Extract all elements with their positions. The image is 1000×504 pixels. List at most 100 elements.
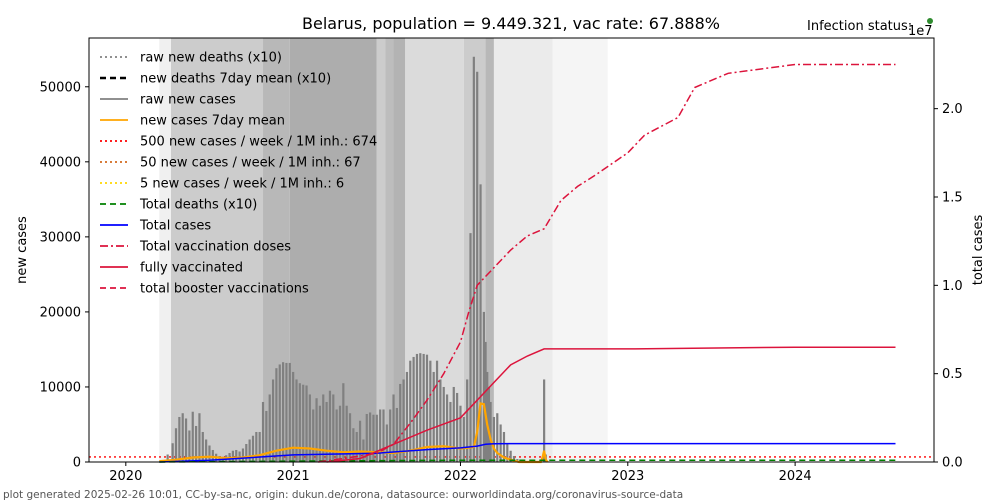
bar-raw-new-cases-76: [422, 353, 425, 462]
bar-raw-new-cases-50: [335, 409, 338, 462]
bar-raw-new-cases-1: [171, 443, 174, 462]
bar-raw-new-cases-66: [389, 409, 392, 462]
bar-raw-new-cases-64: [382, 409, 385, 462]
bar-raw-new-cases-2: [174, 428, 178, 462]
bar-raw-new-cases-29: [265, 410, 268, 462]
y-axis-left: 0 10000 20000 30000 40000 50000: [40, 80, 89, 471]
legend-label-4: 500 new cases / week / 1M inh.: 674: [140, 135, 377, 150]
bar-raw-new-cases-12: [208, 445, 211, 462]
bar-raw-new-cases-69: [399, 383, 402, 462]
bar-raw-new-cases-100: [496, 413, 499, 462]
y-left-tick-label-0: 0: [73, 456, 81, 471]
bar-raw-new-cases-95: [484, 341, 487, 462]
y-right-tick-label-1: 0.5: [942, 367, 963, 382]
bar-raw-new-cases-38: [295, 379, 298, 462]
bar-raw-new-cases-42: [308, 394, 311, 462]
legend-label-3: new cases 7day mean: [140, 114, 285, 129]
bar-raw-new-cases-85: [452, 386, 455, 462]
x-tick-label-2024: 2024: [779, 469, 812, 484]
legend-label-5: 50 new cases / week / 1M inh.: 67: [140, 156, 361, 171]
legend-label-6: 5 new cases / week / 1M inh.: 6: [140, 177, 344, 192]
infection-status-indicator: [927, 18, 933, 24]
bar-raw-new-cases-67: [392, 394, 395, 462]
status-band-3: [289, 38, 377, 462]
bar-raw-new-cases-22: [241, 448, 245, 462]
bar-raw-new-cases-79: [432, 371, 435, 462]
x-tick-label-2022: 2022: [444, 469, 477, 484]
line-total-vaccination-doses: [318, 63, 896, 463]
bar-raw-new-cases-90: [469, 233, 472, 462]
bar-raw-new-cases-55: [352, 428, 355, 462]
bar-raw-new-cases-92: [476, 71, 479, 463]
bar-raw-new-cases-3: [178, 416, 181, 462]
bar-raw-new-cases-49: [332, 394, 335, 462]
bar-raw-new-cases-75: [419, 353, 422, 462]
bar-raw-new-cases-0: [166, 454, 169, 462]
bar-raw-new-cases-43: [312, 409, 315, 462]
infection-status-label: Infection status:: [807, 19, 912, 34]
y-right-tick-label-4: 2.0: [942, 102, 963, 117]
y-left-tick-label-1: 10000: [40, 380, 81, 395]
x-tick-label-2023: 2023: [611, 469, 644, 484]
legend-label-9: Total vaccination doses: [139, 240, 291, 255]
bar-raw-new-cases-57: [358, 420, 362, 462]
y-label-left: new cases: [15, 216, 30, 284]
y-left-tick-label-4: 40000: [40, 155, 81, 170]
bar-raw-new-cases-28: [261, 401, 265, 462]
bar-raw-new-cases-9: [198, 413, 201, 462]
y-right-tick-label-2: 1.0: [942, 279, 963, 294]
bar-raw-new-cases-96: [486, 371, 489, 462]
status-band-11: [552, 38, 608, 462]
bar-raw-new-cases-93: [479, 184, 482, 462]
bar-raw-new-cases-20: [235, 449, 238, 462]
x-tick-label-2021: 2021: [277, 469, 310, 484]
status-band-0: [159, 38, 171, 462]
bar-raw-new-cases-87: [459, 405, 462, 462]
bar-raw-new-cases-4: [181, 413, 184, 462]
bar-raw-new-cases-72: [409, 360, 412, 462]
bar-raw-new-cases-45: [318, 405, 322, 462]
bar-raw-new-cases-8: [194, 425, 198, 462]
bar-raw-new-cases-33: [278, 364, 281, 462]
bar-raw-new-cases-62: [375, 414, 378, 462]
bar-raw-new-cases-7: [191, 411, 194, 462]
bar-raw-new-cases-53: [345, 405, 348, 462]
status-band-6: [393, 38, 406, 462]
bar-raw-new-cases-46: [322, 394, 325, 462]
bar-raw-new-cases-86: [456, 392, 459, 462]
bar-raw-new-cases-11: [205, 439, 208, 462]
legend-label-10: fully vaccinated: [140, 261, 243, 276]
bar-raw-new-cases-26: [255, 431, 258, 462]
bar-raw-new-cases-51: [338, 405, 342, 462]
bar-raw-new-cases-89: [466, 379, 469, 462]
bar-raw-new-cases-5: [184, 418, 188, 462]
bar-raw-new-cases-65: [385, 424, 388, 462]
y-left-tick-label-2: 20000: [40, 305, 81, 320]
bar-raw-new-cases-44: [315, 398, 318, 462]
legend: raw new deaths (x10) new deaths 7day mean…: [100, 51, 377, 297]
bar-raw-new-cases-94: [482, 311, 485, 462]
bar-raw-new-cases-88: [462, 416, 465, 462]
bar-raw-new-cases-34: [281, 362, 285, 462]
bar-raw-new-cases-63: [379, 409, 382, 462]
bar-raw-new-cases-54: [348, 413, 352, 462]
bar-raw-new-cases-6: [188, 430, 191, 462]
bar-raw-new-cases-39: [298, 383, 301, 462]
bar-raw-new-cases-91: [472, 56, 475, 463]
bar-raw-new-cases-99: [492, 416, 496, 462]
bar-raw-new-cases-23: [245, 443, 248, 462]
status-band-9: [485, 38, 494, 462]
legend-label-1: new deaths 7day mean (x10): [140, 72, 331, 87]
bar-raw-new-cases-73: [412, 356, 415, 462]
bar-raw-new-cases-52: [342, 383, 345, 462]
line-fully-vaccinated: [326, 346, 896, 463]
status-band-4: [376, 38, 386, 462]
bar-raw-new-cases-70: [402, 379, 405, 462]
legend-label-0: raw new deaths (x10): [140, 51, 282, 66]
bar-raw-new-cases-61: [372, 414, 375, 462]
status-band-1: [170, 38, 264, 462]
bar-raw-new-cases-102: [502, 431, 506, 462]
bar-raw-new-cases-56: [355, 431, 358, 462]
